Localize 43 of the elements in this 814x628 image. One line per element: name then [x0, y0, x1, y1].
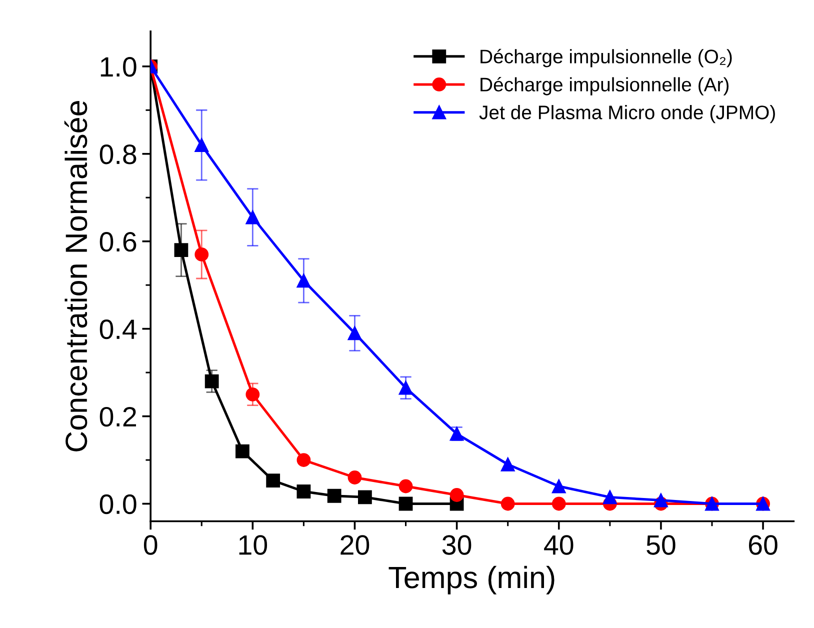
point: [398, 380, 413, 395]
x-tick-label: 50: [646, 535, 676, 555]
legend-label: Jet de Plasma Micro onde (JPMO): [479, 105, 775, 124]
point: [552, 496, 566, 511]
x-tick-label: 30: [442, 535, 472, 555]
x-axis-title: Temps (min): [388, 566, 554, 594]
point: [204, 374, 219, 388]
point: [348, 470, 362, 484]
point: [194, 138, 209, 152]
point: [654, 493, 668, 508]
point: [296, 484, 311, 498]
point: [398, 479, 413, 494]
point: [450, 488, 464, 502]
point: [194, 248, 209, 262]
y-axis-title: Concentration Normalisée: [64, 101, 88, 452]
point: [552, 479, 566, 494]
point: [236, 444, 250, 458]
point: [348, 326, 362, 340]
point: [266, 474, 280, 488]
point: [398, 496, 413, 511]
point: [500, 496, 515, 511]
point: [296, 453, 311, 467]
point: [246, 210, 260, 224]
x-tick-label: 40: [544, 535, 574, 555]
y-tick-label: 0.6: [100, 232, 136, 252]
point: [327, 488, 342, 503]
y-tick-label: 0.4: [100, 319, 137, 340]
legend-label: Décharge impulsionnelle (O₂): [480, 48, 732, 68]
point: [358, 490, 372, 504]
point: [296, 274, 311, 288]
point: [500, 457, 515, 472]
x-tick-label: 20: [340, 535, 370, 555]
y-tick-label: 0.2: [100, 406, 136, 427]
x-tick-label: 60: [748, 535, 778, 555]
y-tick-label: 0.0: [100, 494, 136, 514]
x-tick-label: 0: [144, 535, 158, 555]
y-tick-label: 0.8: [100, 144, 136, 164]
point: [174, 243, 188, 258]
point: [602, 490, 617, 504]
x-tick-label: 10: [239, 535, 268, 555]
legend-label: Décharge impulsionnelle (Ar): [480, 76, 729, 96]
y-tick-label: 1.0: [100, 57, 136, 77]
point: [246, 387, 260, 402]
